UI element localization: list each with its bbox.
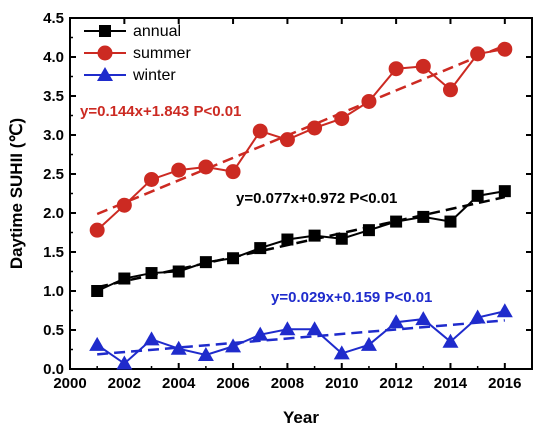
data-point-summer <box>171 162 187 178</box>
legend-label-annual: annual <box>133 23 181 40</box>
x-tick-label: 2012 <box>379 375 412 392</box>
series-line-annual <box>96 190 505 292</box>
data-point-summer <box>252 123 268 139</box>
data-point-summer <box>388 61 404 77</box>
data-point-summer <box>497 41 513 57</box>
data-point-summer <box>307 120 323 136</box>
series-layer <box>89 41 513 370</box>
legend-marker-summer <box>97 45 113 61</box>
x-tick-label: 2014 <box>434 375 468 392</box>
legend: annual summer winter <box>84 23 191 84</box>
y-tick-label: 0.5 <box>43 322 64 339</box>
x-tick-label: 2010 <box>325 375 358 392</box>
series-line-winter <box>96 310 506 365</box>
data-point-winter <box>442 333 459 348</box>
data-point-summer <box>279 132 295 148</box>
data-point-annual <box>145 267 158 280</box>
data-point-annual <box>199 256 212 269</box>
data-point-summer <box>225 164 241 180</box>
legend-label-summer: summer <box>133 45 191 62</box>
y-tick-label: 1.5 <box>43 244 64 261</box>
data-point-annual <box>254 242 267 255</box>
data-point-summer <box>442 82 458 98</box>
x-tick-label: 2000 <box>53 375 86 392</box>
x-tick-label: 2006 <box>216 375 249 392</box>
trend-equation-summer: y=0.144x+1.843 P<0.01 <box>80 103 241 120</box>
data-point-summer <box>198 159 214 175</box>
legend-marker-annual <box>99 25 111 37</box>
data-point-winter <box>170 340 187 355</box>
y-tick-label: 2.0 <box>43 205 64 222</box>
y-tick-label: 1.0 <box>43 283 64 300</box>
data-point-winter <box>469 309 486 324</box>
data-point-summer <box>116 197 132 213</box>
data-point-annual <box>335 232 348 245</box>
data-point-winter <box>496 303 513 318</box>
data-point-summer <box>334 111 350 127</box>
y-tick-label: 4.5 <box>43 10 64 27</box>
data-point-annual <box>281 233 294 246</box>
data-point-winter <box>143 331 160 346</box>
y-tick-label: 3.0 <box>43 127 64 144</box>
data-point-summer <box>361 93 377 109</box>
trend-equations: y=0.077x+0.972 P<0.01 y=0.144x+1.843 P<0.… <box>80 103 432 306</box>
data-point-winter <box>388 314 405 329</box>
data-point-annual <box>91 285 104 297</box>
data-point-winter <box>197 346 214 361</box>
data-point-annual <box>417 210 430 223</box>
data-point-summer <box>470 46 486 62</box>
x-tick-label: 2008 <box>271 375 304 392</box>
y-axis-title: Daytime SUHII (℃) <box>7 118 26 269</box>
y-tick-label: 2.5 <box>43 166 64 183</box>
data-point-winter <box>89 336 106 351</box>
data-point-annual <box>308 229 321 242</box>
data-point-winter <box>333 345 350 360</box>
data-point-annual <box>498 185 511 198</box>
y-tick-label: 3.5 <box>43 88 64 105</box>
series-line-summer <box>96 48 505 231</box>
data-point-winter <box>306 321 323 336</box>
data-point-annual <box>444 215 457 228</box>
y-tick-label: 0.0 <box>43 361 64 378</box>
x-axis-title: Year <box>283 408 319 427</box>
data-point-winter <box>116 355 133 370</box>
data-point-winter <box>360 336 377 351</box>
trend-line-winter <box>97 319 505 356</box>
data-point-winter <box>415 311 432 326</box>
axes: 2000 2002 2004 2006 2008 2010 2012 2014 2016 0.0 0… <box>43 10 533 392</box>
data-point-winter <box>279 321 296 336</box>
data-point-summer <box>415 58 431 74</box>
trend-line-summer <box>96 44 506 216</box>
data-point-summer <box>144 171 160 187</box>
legend-label-winter: winter <box>132 67 176 84</box>
x-tick-label: 2016 <box>488 375 521 392</box>
data-point-annual <box>227 252 240 265</box>
trend-equation-annual: y=0.077x+0.972 P<0.01 <box>236 190 397 207</box>
x-tick-label: 2002 <box>108 375 141 392</box>
data-point-annual <box>172 265 185 278</box>
data-point-winter <box>225 338 242 353</box>
data-point-annual <box>471 189 484 202</box>
x-tick-label: 2004 <box>162 375 196 392</box>
data-point-annual <box>118 272 131 285</box>
data-point-summer <box>89 222 105 238</box>
data-point-annual <box>390 215 403 228</box>
y-tick-label: 4.0 <box>43 49 64 66</box>
data-point-winter <box>252 326 269 341</box>
trend-equation-winter: y=0.029x+0.159 P<0.01 <box>271 289 432 306</box>
data-point-annual <box>362 224 375 237</box>
legend-marker-winter <box>97 67 113 81</box>
